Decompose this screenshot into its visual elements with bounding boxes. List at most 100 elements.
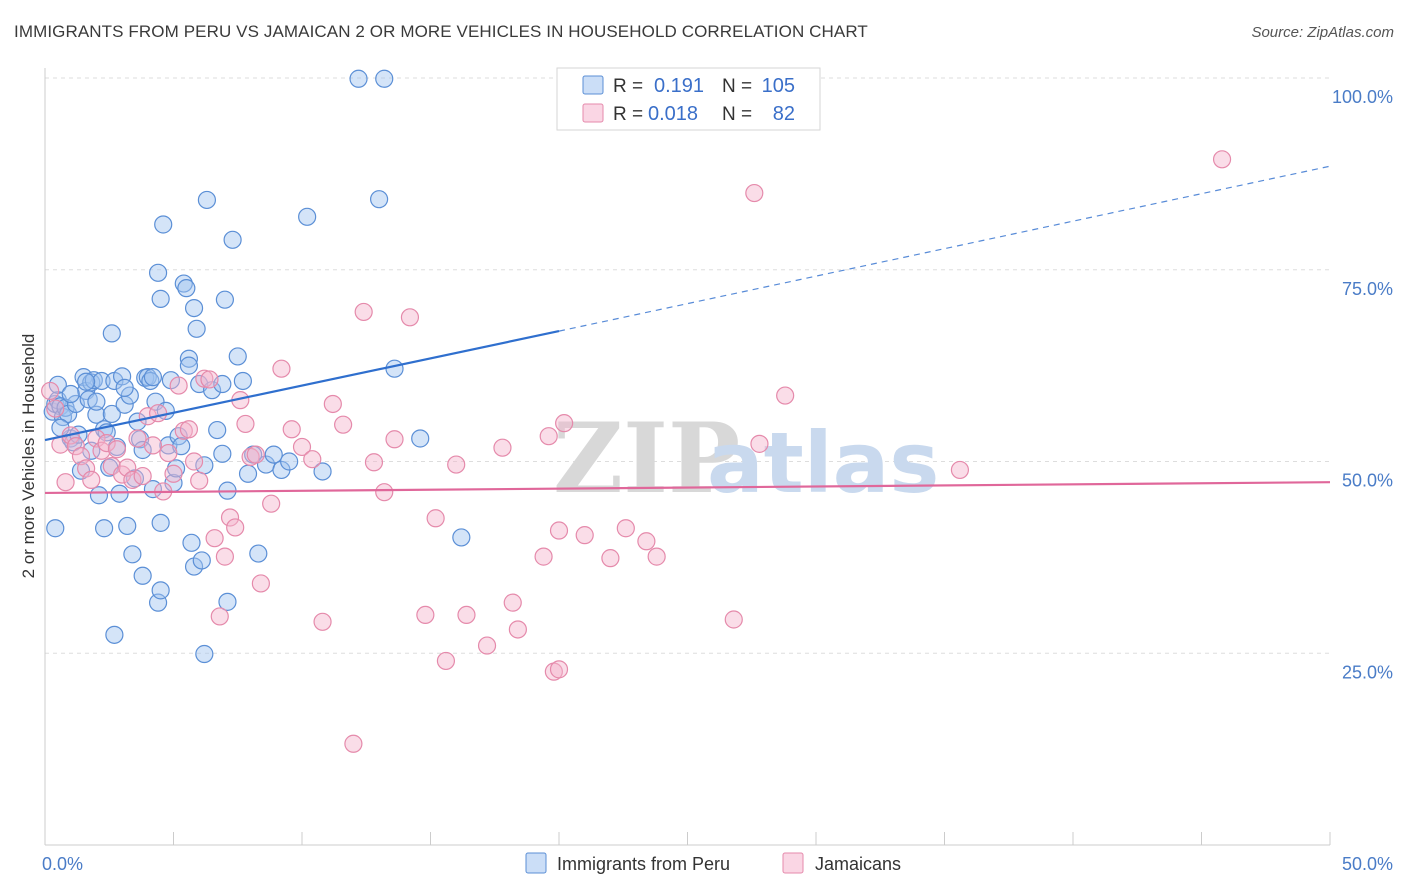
- data-point: [133, 466, 152, 486]
- data-point: [298, 207, 317, 226]
- data-point: [97, 433, 116, 453]
- data-point: [647, 547, 666, 566]
- data-point: [1212, 150, 1232, 169]
- data-point: [164, 464, 183, 483]
- x-tick-label: 50.0%: [1342, 854, 1393, 874]
- data-point: [477, 636, 497, 655]
- data-point: [179, 356, 199, 375]
- legend-n-label-1: N =: [722, 76, 752, 97]
- data-point: [105, 625, 124, 644]
- data-point: [272, 359, 291, 378]
- y-tick-labels: 100.0% 75.0% 50.0% 25.0%: [1332, 87, 1393, 682]
- bottom-legend-swatch-peru: [525, 852, 547, 874]
- data-point: [41, 381, 60, 401]
- y-tick-label: 25.0%: [1342, 662, 1393, 682]
- data-point: [503, 593, 522, 612]
- data-point: [82, 470, 101, 490]
- data-point: [411, 429, 430, 448]
- data-point: [436, 651, 456, 671]
- legend-swatch-jamaicans: [582, 103, 604, 123]
- data-point: [292, 437, 312, 457]
- data-point: [208, 420, 227, 440]
- data-point: [724, 610, 743, 629]
- y-axis-label: 2 or more Vehicles in Household: [19, 334, 38, 579]
- source-label: Source: ZipAtlas.com: [1251, 24, 1394, 41]
- data-point: [159, 443, 178, 463]
- data-point: [87, 405, 106, 424]
- data-point: [118, 516, 137, 536]
- data-point: [280, 452, 299, 471]
- stats-legend: R = 0.191 N = 105 R = 0.018 N = 82: [556, 67, 821, 131]
- data-point: [370, 190, 389, 209]
- data-point: [549, 660, 569, 679]
- data-point: [195, 644, 214, 664]
- data-point: [375, 483, 394, 502]
- data-point: [313, 462, 332, 481]
- data-point: [213, 444, 232, 463]
- y-tick-label: 75.0%: [1342, 279, 1393, 299]
- grid-lines: [45, 77, 1330, 654]
- data-point: [416, 605, 435, 625]
- data-point: [262, 494, 281, 513]
- legend-r-label-1: R =: [613, 76, 643, 97]
- data-point: [151, 581, 170, 600]
- data-point: [354, 302, 373, 322]
- data-point: [251, 574, 270, 593]
- data-point: [179, 420, 199, 439]
- data-point: [238, 464, 258, 483]
- data-point: [151, 289, 170, 308]
- data-point: [575, 526, 594, 545]
- data-point: [215, 290, 234, 309]
- data-point: [385, 430, 404, 449]
- data-point: [400, 308, 420, 327]
- data-point: [249, 544, 268, 563]
- data-point: [447, 455, 466, 474]
- data-point: [154, 215, 173, 234]
- data-point: [950, 460, 970, 480]
- data-point: [493, 438, 512, 457]
- data-point: [151, 513, 170, 532]
- data-point: [200, 370, 219, 389]
- data-point: [184, 452, 204, 471]
- data-point: [123, 545, 142, 564]
- y-tick-label: 100.0%: [1332, 87, 1393, 107]
- data-point: [539, 427, 558, 446]
- bottom-legend-swatch-jamaicans: [782, 852, 804, 874]
- data-point: [187, 319, 206, 338]
- legend-swatch-peru: [582, 75, 604, 95]
- data-point: [66, 437, 85, 456]
- data-point: [169, 376, 188, 395]
- data-point: [334, 415, 353, 434]
- data-point: [616, 519, 635, 538]
- data-point: [192, 551, 211, 570]
- data-point: [159, 436, 178, 455]
- legend-r-value-2: 0.018: [648, 103, 698, 125]
- data-point: [195, 369, 214, 388]
- data-point: [143, 436, 163, 455]
- data-point: [549, 521, 569, 540]
- data-point: [220, 508, 240, 527]
- data-point: [776, 386, 795, 405]
- data-point: [107, 440, 127, 459]
- data-point: [228, 347, 247, 366]
- data-point: [313, 612, 332, 631]
- bottom-legend-label-peru: Immigrants from Peru: [557, 854, 730, 874]
- data-point: [84, 371, 103, 390]
- axes: [44, 68, 1331, 846]
- data-point: [385, 359, 404, 378]
- data-point: [61, 384, 80, 404]
- data-point: [426, 509, 445, 528]
- series-jamaicans-points: [41, 150, 1232, 753]
- data-point: [95, 519, 114, 538]
- data-point: [146, 392, 165, 411]
- data-point: [750, 434, 769, 453]
- watermark-atlas: atlas: [707, 414, 939, 512]
- watermark-zip: ZIP: [553, 402, 740, 515]
- data-point: [148, 404, 168, 423]
- watermark: ZIP atlas: [553, 402, 939, 515]
- x-tick-labels: 0.0% 50.0%: [42, 854, 1393, 874]
- data-point: [236, 414, 255, 434]
- data-point: [226, 518, 245, 537]
- data-point: [148, 263, 168, 282]
- data-point: [143, 368, 163, 387]
